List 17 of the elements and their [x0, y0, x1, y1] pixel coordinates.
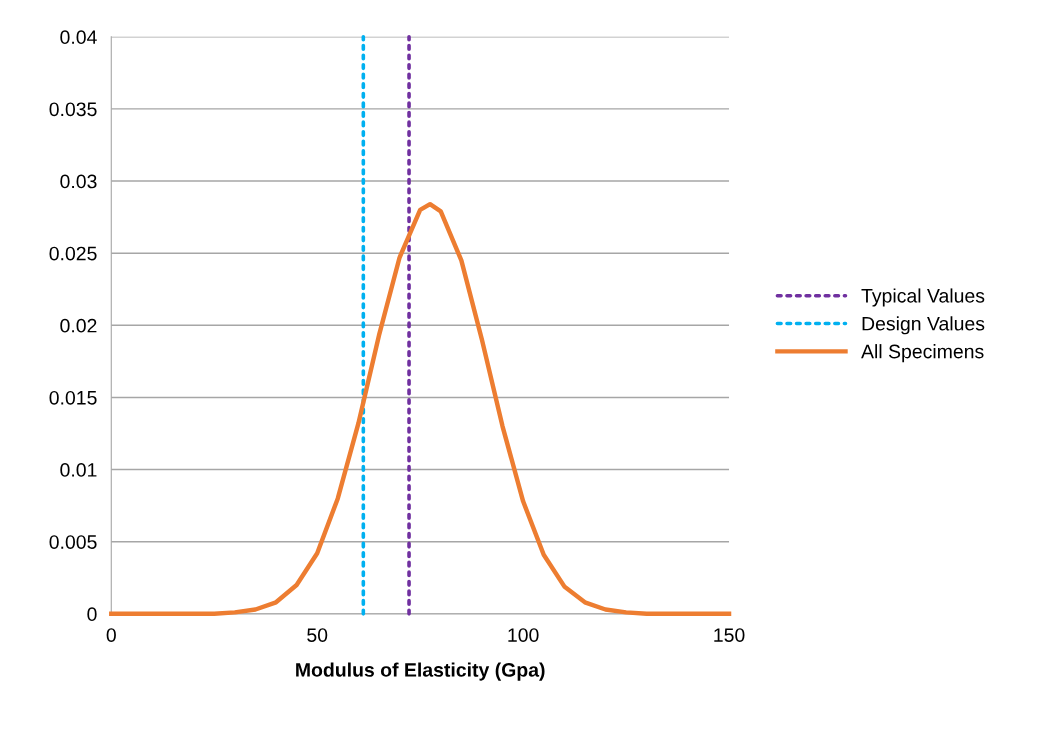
y-tick-label: 0.03 [60, 174, 97, 189]
y-tick-label: 0.005 [49, 535, 97, 549]
legend-label: Typical Values [861, 288, 985, 307]
legend-label: Design Values [862, 316, 985, 335]
legend-label: All Specimens [861, 344, 984, 363]
x-tick-label: 150 [714, 628, 745, 642]
x-tick-label: 50 [307, 628, 328, 642]
y-tick-label: 0.04 [60, 30, 97, 45]
y-tick-label: 0.035 [49, 102, 97, 117]
y-tick-label: 0.015 [49, 390, 97, 405]
y-tick-label: 0.01 [60, 463, 97, 477]
y-tick-label: 0.02 [60, 318, 97, 333]
x-tick-label: 100 [508, 628, 539, 642]
y-tick-label: 0 [87, 607, 97, 622]
x-axis-title: Modulus of Elasticity (Gpa) [296, 662, 545, 681]
y-tick-label: 0.025 [49, 246, 97, 261]
x-tick-label: 0 [106, 628, 116, 642]
